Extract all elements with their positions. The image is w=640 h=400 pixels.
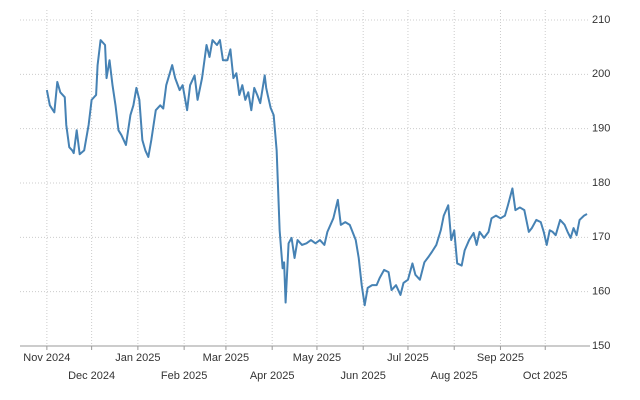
x-tick-label: Sep 2025 (477, 352, 524, 364)
x-tick-label: Jun 2025 (341, 370, 386, 382)
x-tick-label: Jul 2025 (387, 352, 429, 364)
x-tick-label: Apr 2025 (250, 370, 295, 382)
x-tick-label: Feb 2025 (161, 370, 207, 382)
y-tick-label: 170 (592, 231, 610, 243)
y-tick-label: 190 (592, 123, 610, 135)
x-tick-label: Dec 2024 (68, 370, 115, 382)
price-line (45, 39, 588, 307)
x-tick-label: Oct 2025 (523, 370, 568, 382)
x-tick-label: Jan 2025 (115, 352, 160, 364)
y-tick-label: 150 (592, 340, 610, 352)
y-tick-label: 160 (592, 286, 610, 298)
x-tick-label: Mar 2025 (203, 352, 249, 364)
x-tick-label: Nov 2024 (23, 352, 70, 364)
y-tick-label: 180 (592, 177, 610, 189)
x-tick-label: Aug 2025 (431, 370, 478, 382)
x-tick-label: May 2025 (293, 352, 341, 364)
y-tick-label: 200 (592, 68, 610, 80)
y-tick-label: 210 (592, 14, 610, 26)
